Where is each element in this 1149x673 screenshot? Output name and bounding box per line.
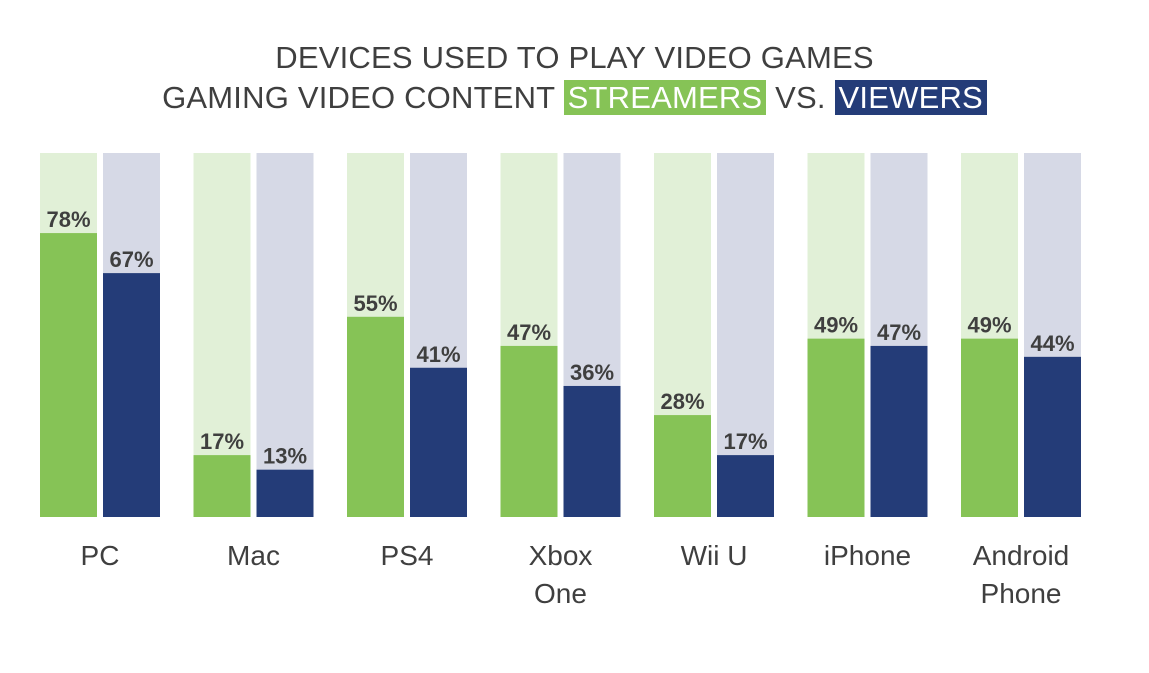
data-label-streamers-1: 17% <box>200 429 244 454</box>
data-label-viewers-0: 67% <box>109 247 153 272</box>
bar-streamers-2 <box>347 316 404 517</box>
data-label-streamers-4: 28% <box>660 389 704 414</box>
bar-viewers-1 <box>256 469 314 517</box>
data-label-viewers-6: 44% <box>1030 331 1074 356</box>
data-label-viewers-1: 13% <box>263 444 307 469</box>
bar-streamers-1 <box>193 455 251 517</box>
legend-viewers: VIEWERS <box>834 80 987 115</box>
data-label-viewers-5: 47% <box>877 320 921 345</box>
bar-streamers-4 <box>654 415 711 517</box>
data-label-viewers-4: 17% <box>723 429 767 454</box>
bar-track-viewers-1 <box>256 153 314 517</box>
bar-viewers-6 <box>1024 356 1081 517</box>
chart-title-vs: VS. <box>775 80 826 115</box>
bar-streamers-6 <box>961 338 1018 517</box>
chart-title-line-1: DEVICES USED TO PLAY VIDEO GAMES <box>275 40 874 75</box>
data-label-viewers-2: 41% <box>416 342 460 367</box>
bar-streamers-3 <box>500 345 558 517</box>
category-label-3: Xbox One <box>529 540 593 609</box>
data-label-viewers-3: 36% <box>570 360 614 385</box>
bar-viewers-5 <box>870 345 928 517</box>
category-label-5: iPhone <box>824 540 911 571</box>
data-label-streamers-5: 49% <box>814 313 858 338</box>
chart-title-line-2: GAMING VIDEO CONTENT STREAMERS VS. VIEWE… <box>0 80 1149 116</box>
category-label-1: Mac <box>227 540 280 571</box>
bar-viewers-3 <box>563 385 621 517</box>
legend-streamers: STREAMERS <box>563 80 767 115</box>
bar-viewers-4 <box>717 455 774 517</box>
chart-title-prefix: GAMING VIDEO CONTENT <box>162 80 555 115</box>
category-label-6: Android Phone <box>973 540 1070 609</box>
bar-viewers-0 <box>103 273 160 517</box>
category-label-0: PC <box>81 540 120 571</box>
bar-viewers-2 <box>410 367 467 517</box>
bar-streamers-5 <box>807 338 865 517</box>
data-label-streamers-0: 78% <box>46 207 90 232</box>
data-label-streamers-6: 49% <box>967 313 1011 338</box>
data-label-streamers-3: 47% <box>507 320 551 345</box>
category-label-2: PS4 <box>381 540 434 571</box>
data-label-streamers-2: 55% <box>353 291 397 316</box>
category-label-4: Wii U <box>681 540 748 571</box>
bar-streamers-0 <box>40 233 97 517</box>
